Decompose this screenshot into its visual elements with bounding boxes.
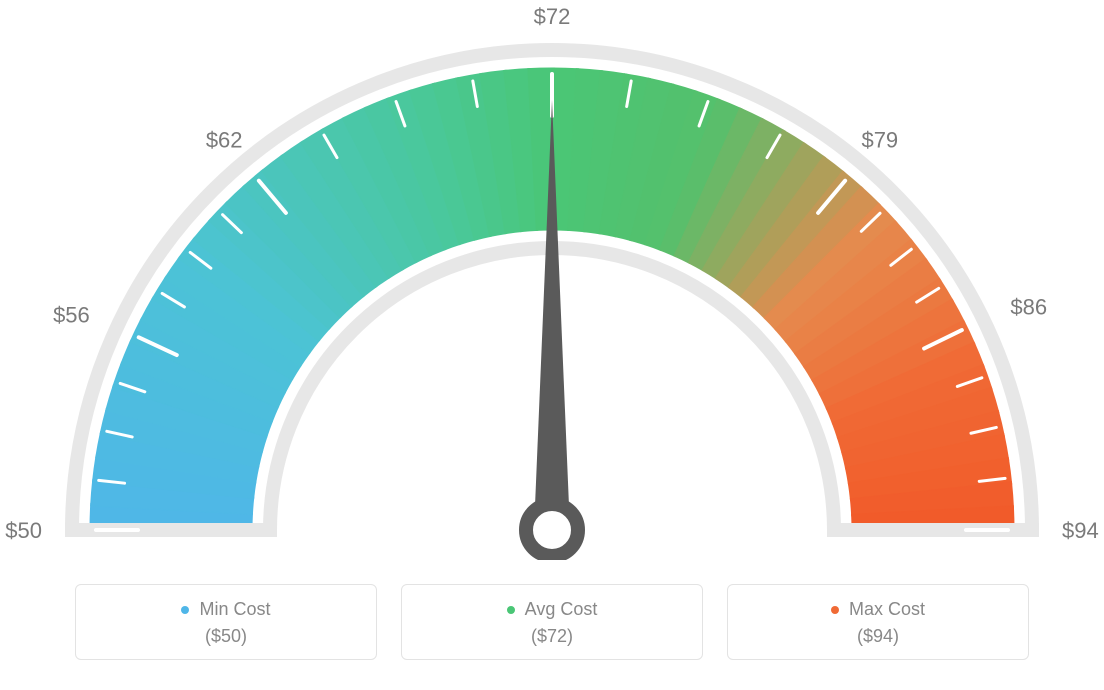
svg-text:$62: $62 [206, 127, 243, 152]
legend-value-avg: ($72) [402, 626, 702, 647]
legend-label-avg: Avg Cost [525, 599, 598, 620]
legend-title-min: Min Cost [181, 599, 270, 620]
legend-dot-min [181, 606, 189, 614]
legend-card-min: Min Cost ($50) [75, 584, 377, 660]
gauge-area: $50 $56 $62 $72 $79 $86 $94 [0, 0, 1104, 560]
chart-container: $50 $56 $62 $72 $79 $86 $94 Min Cost ($50) Avg… [0, 0, 1104, 690]
legend-value-min: ($50) [76, 626, 376, 647]
svg-text:$72: $72 [534, 4, 571, 29]
legend-title-max: Max Cost [831, 599, 925, 620]
svg-text:$86: $86 [1010, 294, 1047, 319]
legend-label-max: Max Cost [849, 599, 925, 620]
legend-label-min: Min Cost [199, 599, 270, 620]
svg-text:$56: $56 [53, 302, 90, 327]
legend-title-avg: Avg Cost [507, 599, 598, 620]
svg-text:$79: $79 [861, 127, 898, 152]
legend-value-max: ($94) [728, 626, 1028, 647]
legend-dot-avg [507, 606, 515, 614]
legend-card-max: Max Cost ($94) [727, 584, 1029, 660]
svg-text:$50: $50 [5, 518, 42, 543]
legend-dot-max [831, 606, 839, 614]
svg-text:$94: $94 [1062, 518, 1099, 543]
legend-row: Min Cost ($50) Avg Cost ($72) Max Cost (… [0, 584, 1104, 660]
legend-card-avg: Avg Cost ($72) [401, 584, 703, 660]
gauge-svg: $50 $56 $62 $72 $79 $86 $94 [0, 0, 1104, 560]
